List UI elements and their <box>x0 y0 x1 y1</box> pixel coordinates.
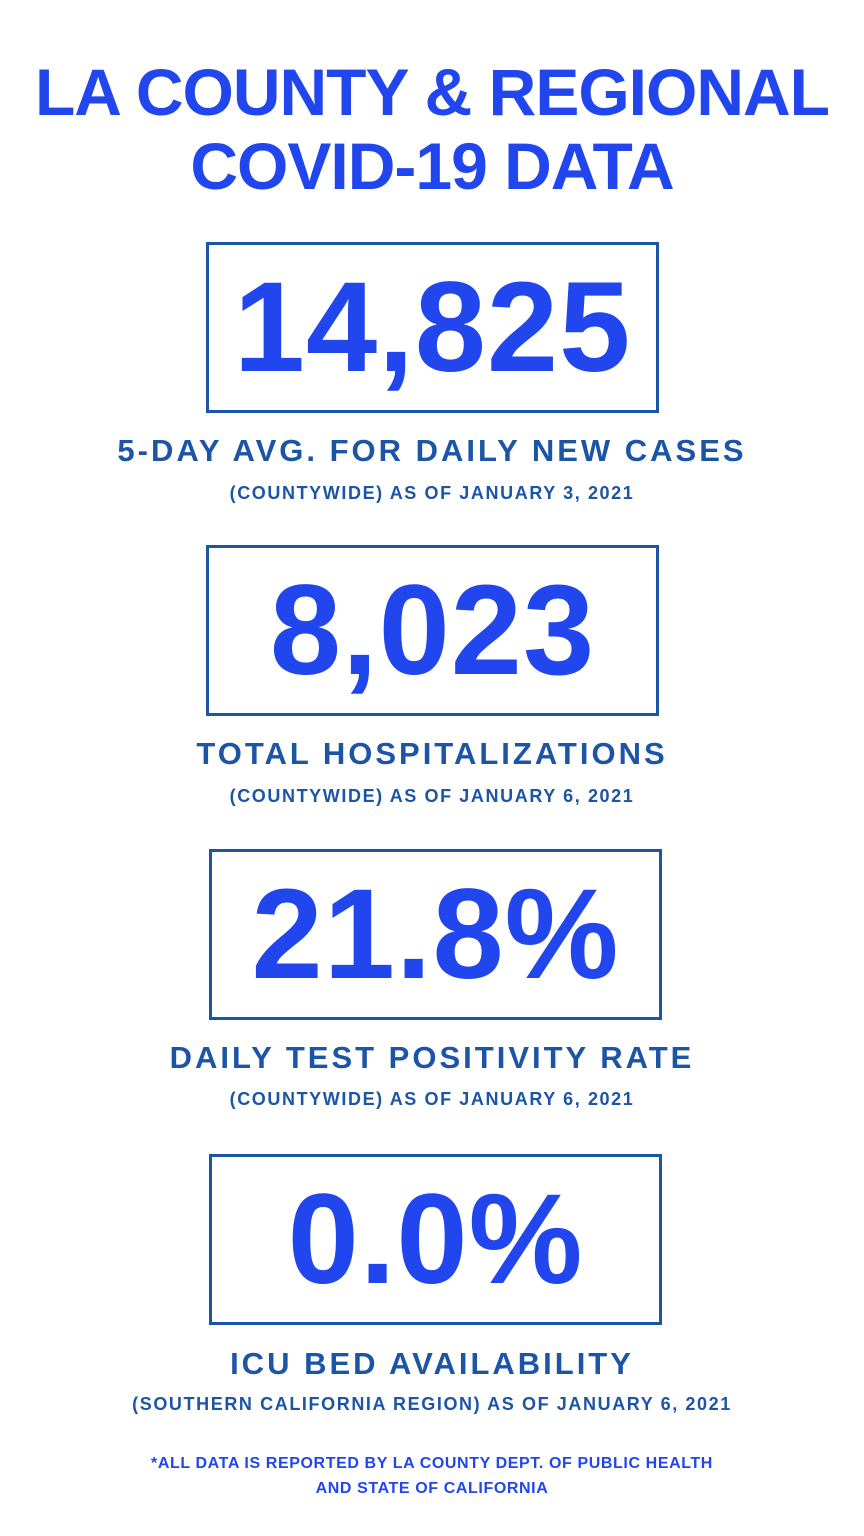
stat-box-new-cases: 14,825 <box>206 242 659 413</box>
stat-label-icu-availability: ICU BED AVAILABILITY <box>230 1346 634 1381</box>
stat-sub-new-cases: (COUNTYWIDE) AS OF JANUARY 3, 2021 <box>229 483 635 503</box>
stat-label-new-cases: 5-DAY AVG. FOR DAILY NEW CASES <box>117 433 747 468</box>
stat-value-test-positivity: 21.8% <box>251 862 620 1006</box>
title-line-1: LA COUNTY & REGIONAL <box>34 55 830 129</box>
stat-box-hospitalizations: 8,023 <box>206 545 659 716</box>
source-footnote: *ALL DATA IS REPORTED BY LA COUNTY DEPT.… <box>0 1451 864 1501</box>
stat-value-hospitalizations: 8,023 <box>269 558 596 702</box>
footnote-line-2: AND STATE OF CALIFORNIA <box>315 1480 549 1497</box>
stat-sub-hospitalizations: (COUNTYWIDE) AS OF JANUARY 6, 2021 <box>229 786 635 806</box>
stat-value-icu-availability: 0.0% <box>287 1167 584 1311</box>
stat-value-new-cases: 14,825 <box>233 255 632 399</box>
title-line-2: COVID-19 DATA <box>190 129 674 203</box>
stat-box-test-positivity: 21.8% <box>209 849 662 1020</box>
stat-label-hospitalizations: TOTAL HOSPITALIZATIONS <box>196 736 668 771</box>
footnote-line-1: *ALL DATA IS REPORTED BY LA COUNTY DEPT.… <box>151 1455 713 1472</box>
stat-sub-icu-availability: (SOUTHERN CALIFORNIA REGION) AS OF JANUA… <box>132 1394 732 1414</box>
stat-label-test-positivity: DAILY TEST POSITIVITY RATE <box>169 1040 695 1075</box>
page-title: LA COUNTY & REGIONAL COVID-19 DATA <box>0 55 864 203</box>
stat-box-icu-availability: 0.0% <box>209 1154 662 1325</box>
stat-sub-test-positivity: (COUNTYWIDE) AS OF JANUARY 6, 2021 <box>229 1089 635 1109</box>
